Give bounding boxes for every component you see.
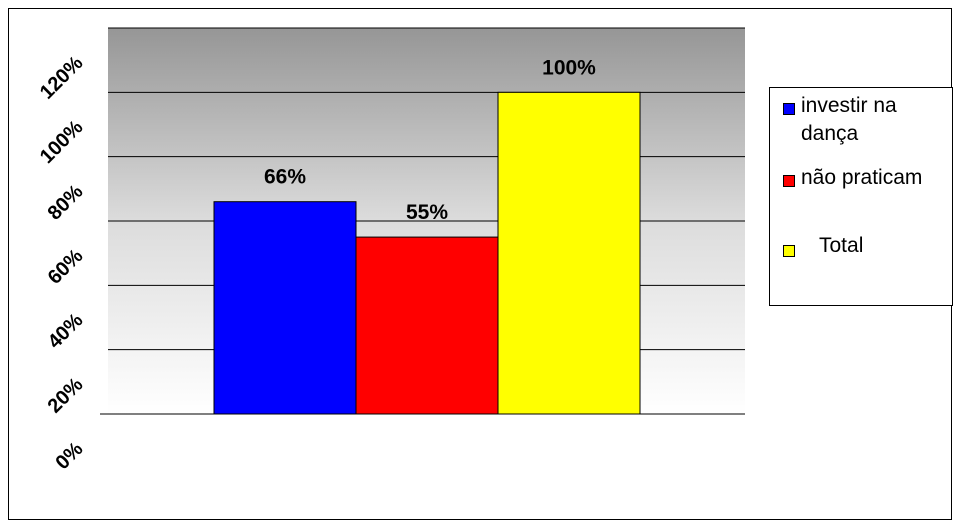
y-tick-label: 80% bbox=[44, 180, 88, 224]
legend-label-line-1: investir na bbox=[801, 94, 897, 117]
y-tick-label: 0% bbox=[52, 438, 88, 474]
y-tick-label: 40% bbox=[44, 309, 88, 353]
bar bbox=[355, 236, 499, 415]
bars bbox=[213, 91, 641, 415]
legend-swatch-nao-praticam bbox=[783, 175, 795, 187]
legend-label-line-2: dança bbox=[801, 122, 859, 145]
data-label: 66% bbox=[264, 166, 306, 189]
legend-swatch-investir-na-danca bbox=[783, 103, 795, 115]
bar bbox=[213, 201, 357, 415]
y-tick-label: 100% bbox=[36, 116, 88, 168]
legend-item-investir-na-danca: investir na dança bbox=[770, 92, 953, 148]
data-label: 100% bbox=[542, 56, 596, 79]
legend-label-total: Total bbox=[819, 234, 864, 257]
legend-swatch-total bbox=[783, 245, 795, 257]
data-label: 55% bbox=[406, 201, 448, 224]
y-tick-label: 20% bbox=[44, 373, 88, 417]
legend-label-nao-praticam: não praticam bbox=[801, 166, 923, 189]
legend-item-total: Total bbox=[770, 232, 953, 262]
bar bbox=[497, 91, 641, 415]
y-tick-label: 120% bbox=[36, 52, 88, 104]
legend-item-nao-praticam: não praticam bbox=[770, 164, 953, 194]
data-labels: 66% 55% 100% bbox=[264, 56, 596, 224]
y-tick-label: 60% bbox=[44, 245, 88, 289]
y-axis-tick-labels: 0% 20% 40% 60% 80% 100% 120% bbox=[36, 52, 88, 474]
legend: investir na dança não praticam Total bbox=[769, 87, 953, 306]
